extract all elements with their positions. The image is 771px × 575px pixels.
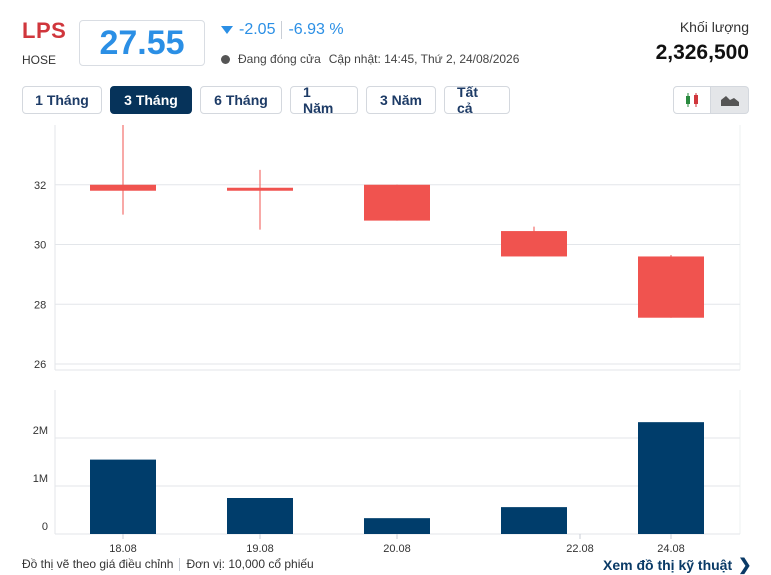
price-change-percent: -6.93 %: [288, 21, 344, 38]
area-view-button[interactable]: [711, 86, 749, 114]
technical-chart-link-label: Xem đồ thị kỹ thuật: [603, 557, 733, 573]
area-chart-icon: [720, 96, 739, 106]
tab-all[interactable]: Tất cả: [444, 84, 510, 116]
price-change-row: -2.05 -6.93 %: [221, 21, 344, 39]
candle-body: [90, 184, 156, 191]
down-arrow-icon: [221, 26, 233, 34]
market-status: Đang đóng cửa: [238, 52, 321, 66]
candle-body: [364, 184, 430, 221]
tab-3-years[interactable]: 3 Năm: [366, 86, 436, 114]
candle-body: [227, 187, 293, 191]
candlestick-icon: [686, 93, 698, 107]
adjusted-price-note: Đồ thị vẽ theo giá điều chỉnh: [22, 557, 174, 571]
volume-value: 2,326,500: [655, 41, 749, 64]
tab-1-month[interactable]: 1 Tháng: [22, 86, 102, 114]
volume-bar: [638, 422, 704, 534]
volume-tick-label: 2M: [33, 425, 48, 437]
volume-bar: [501, 507, 567, 534]
x-tick-label: 20.08: [383, 543, 411, 555]
volume-tick-label: 0: [42, 521, 48, 533]
last-updated: Cập nhật: 14:45, Thứ 2, 24/08/2026: [328, 52, 520, 66]
x-tick-label: 19.08: [246, 543, 274, 555]
candle-body: [638, 256, 704, 318]
tab-3-months[interactable]: 3 Tháng: [110, 86, 192, 114]
price-tick-label: 32: [34, 180, 46, 192]
price-tick-label: 28: [34, 299, 46, 311]
chevron-right-icon: ❯: [738, 557, 752, 574]
x-tick-label: 18.08: [109, 543, 137, 555]
x-tick-label: 24.08: [657, 543, 685, 555]
tab-1-year[interactable]: 1 Năm: [290, 84, 358, 116]
market-status-row: Đang đóng cửa Cập nhật: 14:45, Thứ 2, 24…: [221, 52, 519, 66]
volume-bar: [90, 459, 156, 534]
range-tabs: 1 Tháng 3 Tháng 6 Tháng 1 Năm 3 Năm Tất …: [22, 84, 510, 116]
exchange-label: HOSE: [22, 53, 57, 67]
current-price: 27.55: [79, 20, 205, 66]
volume-tick-label: 1M: [33, 473, 48, 485]
price-tick-label: 30: [34, 240, 46, 252]
divider: [281, 21, 283, 39]
technical-chart-link[interactable]: Xem đồ thị kỹ thuật ❯: [603, 555, 752, 575]
ticker-symbol: LPS: [22, 18, 67, 43]
volume-bar: [227, 498, 293, 534]
divider: [179, 557, 181, 571]
unit-note: Đơn vị: 10,000 cổ phiếu: [186, 557, 314, 571]
chart-type-toggle: [673, 86, 749, 114]
candle-body: [501, 231, 567, 257]
price-change: -2.05: [239, 21, 276, 38]
tab-6-months[interactable]: 6 Tháng: [200, 86, 282, 114]
volume-bar: [364, 518, 430, 534]
chart-footer-notes: Đồ thị vẽ theo giá điều chỉnh Đơn vị: 10…: [22, 557, 314, 571]
x-tick-label: 22.08: [566, 543, 594, 555]
status-dot-icon: [221, 54, 230, 64]
price-tick-label: 26: [34, 359, 46, 371]
candlestick-view-button[interactable]: [673, 86, 711, 114]
volume-label: Khối lượng: [679, 19, 749, 35]
